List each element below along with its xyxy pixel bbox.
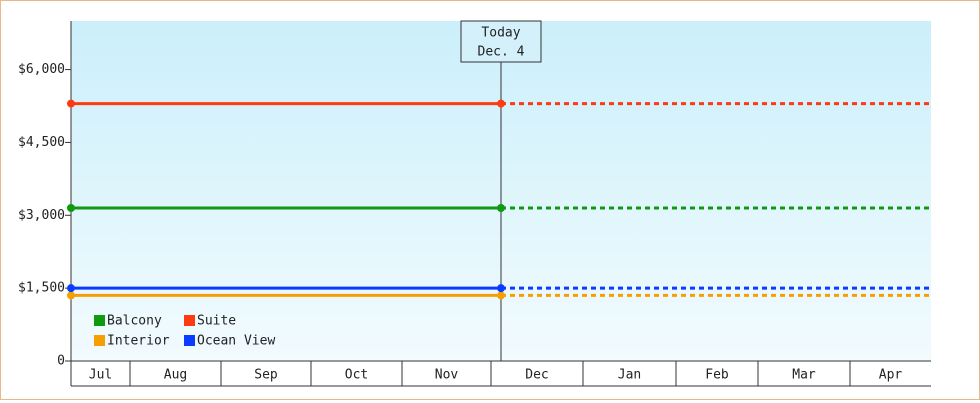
legend-label: Interior xyxy=(107,334,170,349)
x-tick-label: Nov xyxy=(435,368,459,383)
x-tick-label: Oct xyxy=(345,368,368,383)
point xyxy=(67,99,75,108)
legend-swatch xyxy=(94,335,105,346)
legend-swatch xyxy=(94,315,105,326)
today-date: Dec. 4 xyxy=(478,45,525,60)
x-tick-label: Feb xyxy=(705,368,729,383)
legend-swatch xyxy=(184,315,195,326)
point xyxy=(67,291,75,300)
x-tick-label: Sep xyxy=(254,368,278,383)
y-tick-label: 0 xyxy=(57,354,65,369)
x-tick-label: Aug xyxy=(164,368,187,383)
point xyxy=(497,291,505,300)
point xyxy=(67,204,75,212)
legend-label: Ocean View xyxy=(197,334,275,349)
point xyxy=(497,204,505,212)
x-tick-label: Jan xyxy=(618,368,641,383)
y-tick-label: $3,000 xyxy=(18,208,65,223)
point xyxy=(497,284,505,293)
legend-label: Balcony xyxy=(107,314,162,329)
x-tick-label: Apr xyxy=(879,368,903,383)
x-tick-label: Dec xyxy=(525,368,548,383)
point xyxy=(67,284,75,293)
x-tick-label: Mar xyxy=(792,368,816,383)
point xyxy=(497,99,505,108)
y-tick-label: $1,500 xyxy=(18,281,65,296)
y-tick-label: $6,000 xyxy=(18,62,65,77)
today-title: Today xyxy=(481,26,520,41)
x-tick-label: Jul xyxy=(89,368,112,383)
today-box xyxy=(460,20,542,63)
legend-swatch xyxy=(184,335,195,346)
legend-label: Suite xyxy=(197,314,236,329)
y-tick-label: $4,500 xyxy=(18,135,65,150)
